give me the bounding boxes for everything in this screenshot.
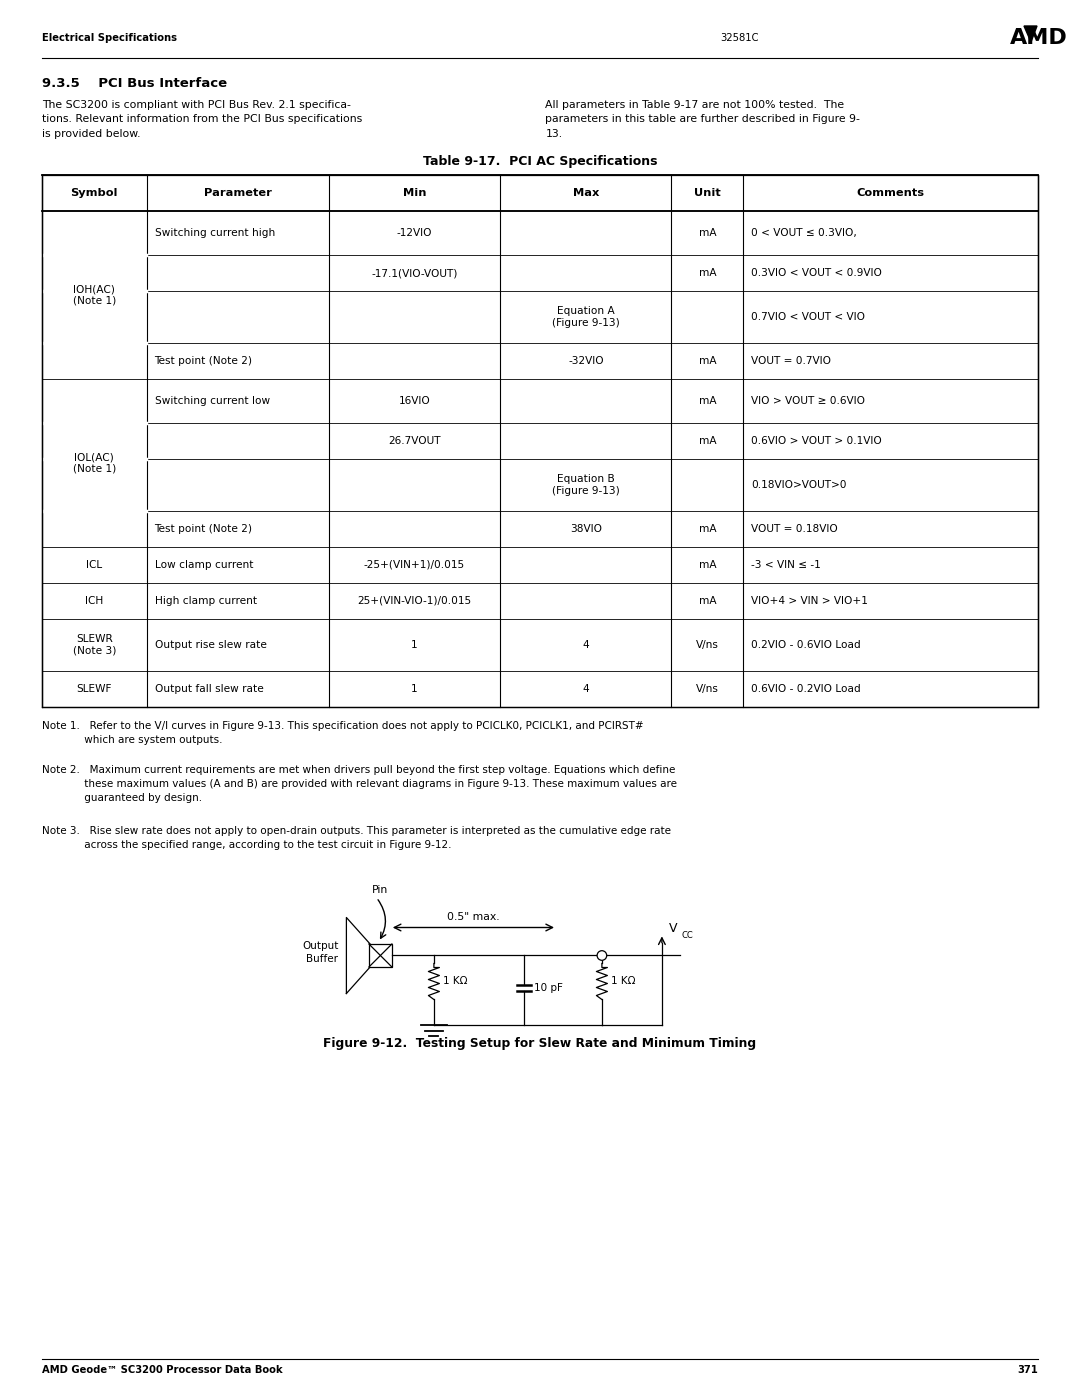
Text: ICL: ICL (86, 560, 103, 570)
Text: 0.6VIO > VOUT > 0.1VIO: 0.6VIO > VOUT > 0.1VIO (752, 436, 882, 446)
Text: VIO > VOUT ≥ 0.6VIO: VIO > VOUT ≥ 0.6VIO (752, 395, 865, 407)
Text: High clamp current: High clamp current (154, 597, 257, 606)
Text: mA: mA (699, 597, 716, 606)
Text: Equation B
(Figure 9-13): Equation B (Figure 9-13) (552, 474, 620, 496)
Text: 1: 1 (411, 685, 418, 694)
Text: Figure 9-12.  Testing Setup for Slew Rate and Minimum Timing: Figure 9-12. Testing Setup for Slew Rate… (323, 1038, 757, 1051)
Text: Switching current low: Switching current low (154, 395, 270, 407)
Text: 0.5" max.: 0.5" max. (447, 912, 500, 922)
Text: Unit: Unit (694, 189, 720, 198)
Polygon shape (1024, 27, 1037, 42)
Text: Comments: Comments (856, 189, 924, 198)
Text: -3 < VIN ≤ -1: -3 < VIN ≤ -1 (752, 560, 821, 570)
Text: 9.3.5    PCI Bus Interface: 9.3.5 PCI Bus Interface (42, 77, 227, 89)
Circle shape (597, 951, 607, 960)
Text: CC: CC (681, 932, 693, 940)
Text: -17.1(VIO-VOUT): -17.1(VIO-VOUT) (372, 268, 458, 278)
Text: 32581C: 32581C (720, 34, 759, 43)
Text: Output
Buffer: Output Buffer (302, 942, 338, 964)
Text: 0.2VIO - 0.6VIO Load: 0.2VIO - 0.6VIO Load (752, 640, 861, 650)
Text: -12VIO: -12VIO (396, 228, 432, 237)
Text: Equation A
(Figure 9-13): Equation A (Figure 9-13) (552, 306, 620, 328)
Text: Note 2.   Maximum current requirements are met when drivers pull beyond the firs: Note 2. Maximum current requirements are… (42, 766, 677, 803)
Text: The SC3200 is compliant with PCI Bus Rev. 2.1 specifica-
tions. Relevant informa: The SC3200 is compliant with PCI Bus Rev… (42, 101, 362, 138)
Text: Low clamp current: Low clamp current (154, 560, 253, 570)
Text: 0.18VIO>VOUT>0: 0.18VIO>VOUT>0 (752, 481, 847, 490)
Text: Note 1.   Refer to the V/I curves in Figure 9-13. This specification does not ap: Note 1. Refer to the V/I curves in Figur… (42, 721, 644, 745)
Text: -25+(VIN+1)/0.015: -25+(VIN+1)/0.015 (364, 560, 465, 570)
Text: IOL(AC)
(Note 1): IOL(AC) (Note 1) (72, 453, 116, 474)
Text: 25+(VIN-VIO-1)/0.015: 25+(VIN-VIO-1)/0.015 (357, 597, 472, 606)
Text: 4: 4 (582, 685, 589, 694)
Bar (369, 944, 392, 967)
Text: 0.3VIO < VOUT < 0.9VIO: 0.3VIO < VOUT < 0.9VIO (752, 268, 882, 278)
Text: Electrical Specifications: Electrical Specifications (42, 34, 177, 43)
Text: mA: mA (699, 436, 716, 446)
Text: Output fall slew rate: Output fall slew rate (154, 685, 264, 694)
Text: mA: mA (699, 268, 716, 278)
Text: VIO+4 > VIN > VIO+1: VIO+4 > VIN > VIO+1 (752, 597, 868, 606)
Text: AMD Geode™ SC3200 Processor Data Book: AMD Geode™ SC3200 Processor Data Book (42, 1365, 283, 1375)
Bar (42, 175, 1038, 707)
Text: 1 KΩ: 1 KΩ (611, 977, 635, 986)
Text: Min: Min (403, 189, 427, 198)
Text: 16VIO: 16VIO (399, 395, 430, 407)
Text: -32VIO: -32VIO (568, 356, 604, 366)
Text: 38VIO: 38VIO (570, 524, 602, 534)
FancyArrowPatch shape (378, 900, 386, 939)
Text: VOUT = 0.7VIO: VOUT = 0.7VIO (752, 356, 832, 366)
Text: mA: mA (699, 356, 716, 366)
Text: Max: Max (572, 189, 599, 198)
Text: All parameters in Table 9-17 are not 100% tested.  The
parameters in this table : All parameters in Table 9-17 are not 100… (545, 101, 861, 138)
Text: 0 < VOUT ≤ 0.3VIO,: 0 < VOUT ≤ 0.3VIO, (752, 228, 856, 237)
Text: Symbol: Symbol (70, 189, 118, 198)
Text: SLEWR
(Note 3): SLEWR (Note 3) (72, 634, 116, 655)
Text: AMD: AMD (1010, 28, 1068, 47)
Text: Switching current high: Switching current high (154, 228, 274, 237)
Text: VOUT = 0.18VIO: VOUT = 0.18VIO (752, 524, 838, 534)
Text: 1: 1 (411, 640, 418, 650)
Text: 26.7VOUT: 26.7VOUT (388, 436, 441, 446)
Text: Parameter: Parameter (204, 189, 272, 198)
Text: mA: mA (699, 524, 716, 534)
Text: SLEWF: SLEWF (77, 685, 112, 694)
Text: 1 KΩ: 1 KΩ (443, 977, 468, 986)
Text: IOH(AC)
(Note 1): IOH(AC) (Note 1) (72, 284, 116, 306)
Text: Test point (Note 2): Test point (Note 2) (154, 524, 253, 534)
Text: V/ns: V/ns (696, 640, 719, 650)
Text: V/ns: V/ns (696, 685, 719, 694)
Text: mA: mA (699, 395, 716, 407)
Text: 10 pF: 10 pF (534, 983, 563, 993)
Text: 371: 371 (1017, 1365, 1038, 1375)
Text: ICH: ICH (85, 597, 104, 606)
Text: Pin: Pin (372, 886, 388, 895)
Text: V: V (669, 922, 677, 936)
Text: Test point (Note 2): Test point (Note 2) (154, 356, 253, 366)
Text: 0.7VIO < VOUT < VIO: 0.7VIO < VOUT < VIO (752, 312, 865, 321)
Text: mA: mA (699, 228, 716, 237)
Text: Table 9-17.  PCI AC Specifications: Table 9-17. PCI AC Specifications (422, 155, 658, 168)
Text: 4: 4 (582, 640, 589, 650)
Text: Note 3.   Rise slew rate does not apply to open-drain outputs. This parameter is: Note 3. Rise slew rate does not apply to… (42, 827, 671, 851)
Text: 0.6VIO - 0.2VIO Load: 0.6VIO - 0.2VIO Load (752, 685, 861, 694)
Text: mA: mA (699, 560, 716, 570)
Text: Output rise slew rate: Output rise slew rate (154, 640, 267, 650)
